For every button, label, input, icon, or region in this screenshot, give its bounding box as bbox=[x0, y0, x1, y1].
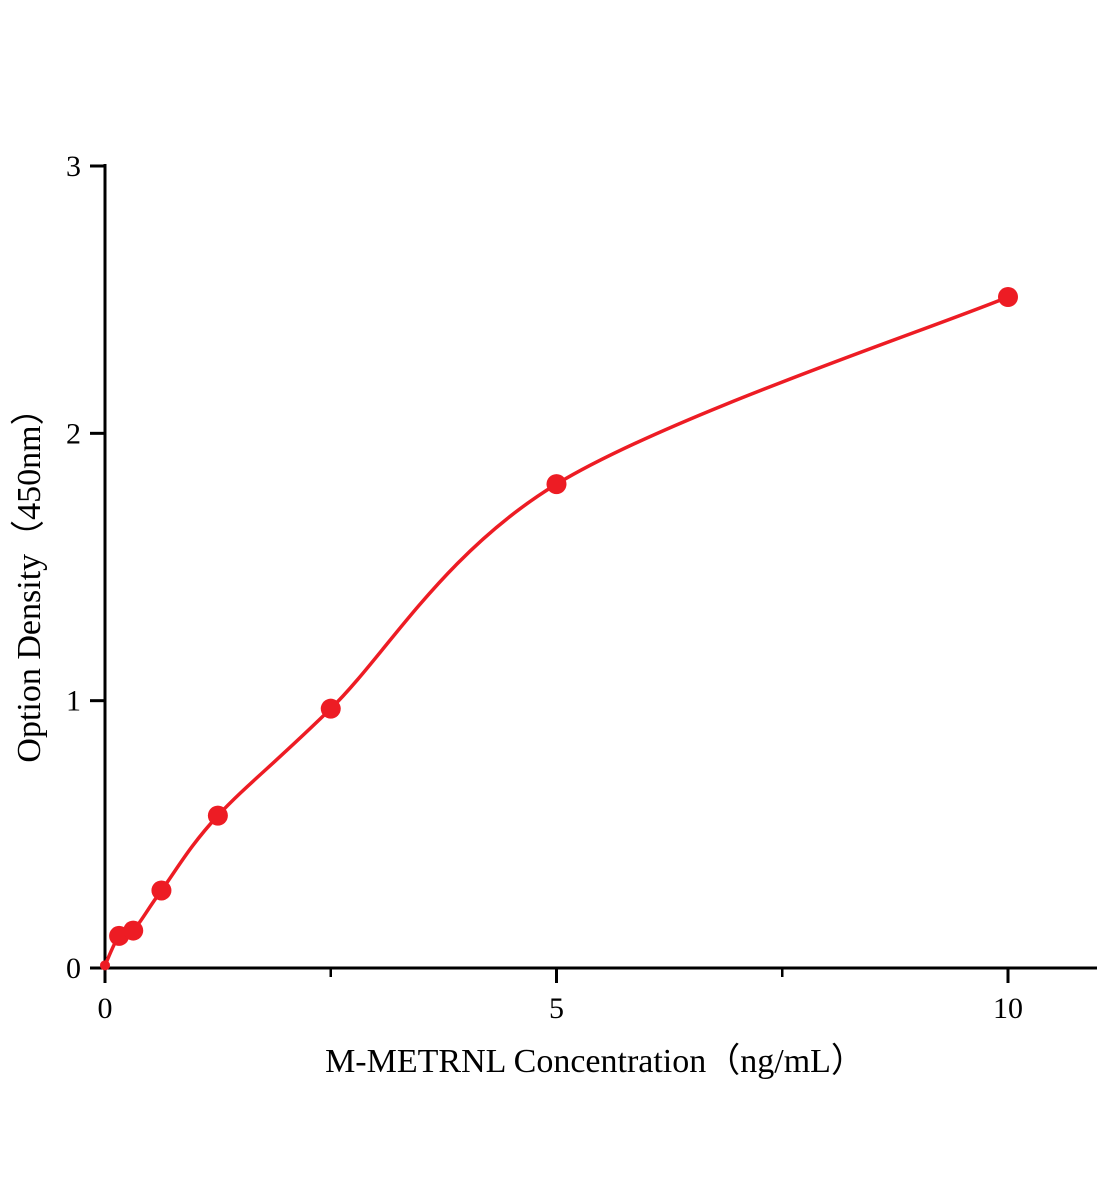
data-point-marker bbox=[151, 880, 172, 901]
standard-curve-line bbox=[103, 295, 1010, 968]
axes bbox=[103, 164, 1097, 970]
y-tick-label: 1 bbox=[66, 685, 81, 718]
data-point-marker bbox=[207, 805, 228, 826]
y-tick-label: 2 bbox=[66, 417, 81, 450]
x-tick-label: 5 bbox=[549, 992, 564, 1025]
y-axis-label: Option Density（450nm） bbox=[10, 391, 48, 762]
tick-marks bbox=[90, 164, 1010, 983]
tick-labels: 0 5 10 0 1 2 3 bbox=[66, 150, 1023, 1025]
data-point-marker bbox=[998, 286, 1018, 307]
data-points bbox=[100, 286, 1018, 971]
fit-curve bbox=[103, 295, 1010, 968]
x-axis-label: M-METRNL Concentration（ng/mL） bbox=[325, 1042, 865, 1080]
data-point-marker bbox=[100, 960, 110, 971]
x-tick-label: 0 bbox=[98, 992, 113, 1025]
x-tick-label: 10 bbox=[993, 992, 1023, 1025]
data-point-marker bbox=[320, 698, 341, 719]
data-point-marker bbox=[546, 474, 567, 495]
y-tick-label: 0 bbox=[66, 952, 81, 985]
axis-lines bbox=[103, 164, 1097, 970]
y-tick-label: 3 bbox=[66, 150, 81, 183]
data-point-marker bbox=[123, 920, 144, 941]
